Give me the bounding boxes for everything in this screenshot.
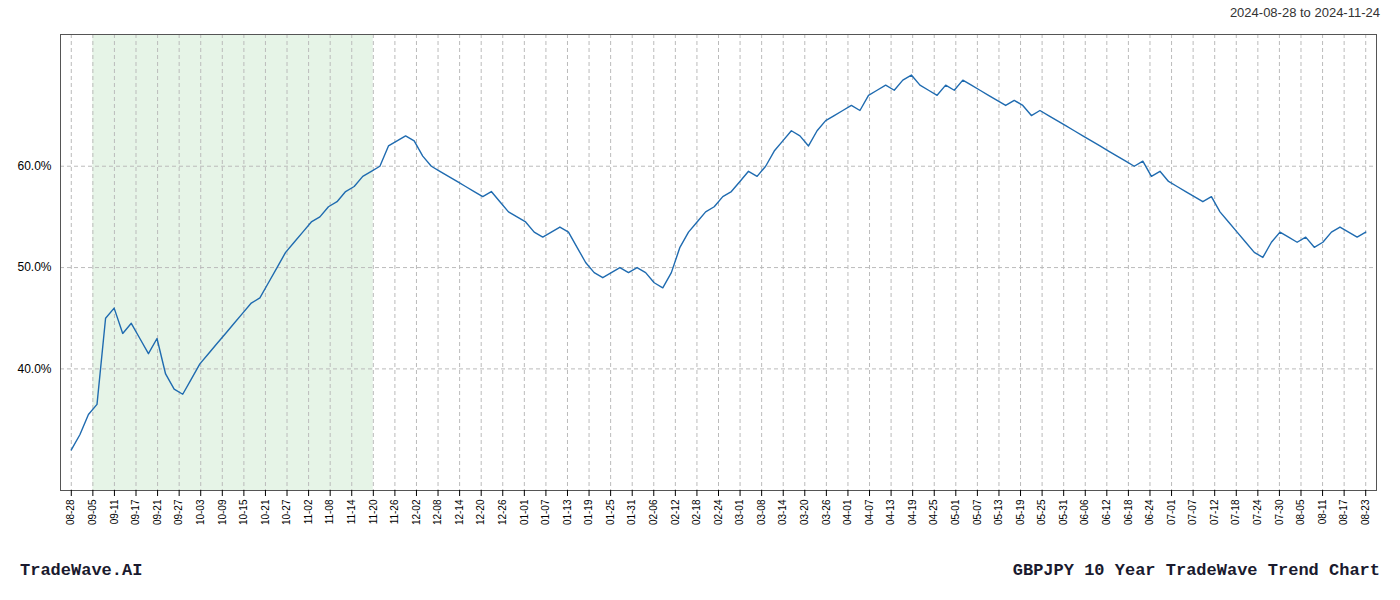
- svg-text:10-27: 10-27: [281, 499, 292, 525]
- svg-text:11-20: 11-20: [368, 499, 379, 524]
- svg-text:11-14: 11-14: [346, 499, 357, 524]
- svg-text:04-19: 04-19: [907, 499, 918, 525]
- svg-text:11-02: 11-02: [303, 499, 314, 524]
- svg-text:01-01: 01-01: [519, 499, 530, 525]
- svg-text:02-06: 02-06: [648, 499, 659, 525]
- svg-text:10-15: 10-15: [238, 499, 249, 525]
- svg-text:03-01: 03-01: [734, 499, 745, 525]
- svg-text:04-01: 04-01: [842, 499, 853, 525]
- svg-text:04-25: 04-25: [928, 499, 939, 525]
- html-text:GBPJPY 10 Year TradeWave Trend: GBPJPY 10 Year TradeWave Trend Chart: [1012, 560, 1380, 580]
- svg-text:05-25: 05-25: [1036, 499, 1047, 525]
- svg-text:02-18: 02-18: [691, 499, 702, 525]
- svg-text:07-07: 07-07: [1187, 499, 1198, 525]
- svg-text:09-05: 09-05: [87, 499, 98, 525]
- svg-text:07-01: 07-01: [1166, 499, 1177, 525]
- svg-text:08-05: 08-05: [1295, 499, 1306, 525]
- svg-text:01-31: 01-31: [626, 499, 637, 525]
- svg-text:07-30: 07-30: [1274, 499, 1285, 525]
- svg-text:01-25: 01-25: [605, 499, 616, 525]
- svg-text:12-02: 12-02: [411, 499, 422, 525]
- svg-text:12-20: 12-20: [475, 499, 486, 525]
- svg-text:04-07: 04-07: [864, 499, 875, 525]
- svg-text:10-09: 10-09: [217, 499, 228, 525]
- svg-text:08-23: 08-23: [1360, 499, 1371, 525]
- svg-text:07-18: 07-18: [1230, 499, 1241, 525]
- svg-text:06-18: 06-18: [1123, 499, 1134, 525]
- svg-text:05-07: 05-07: [972, 499, 983, 525]
- svg-text:01-19: 01-19: [583, 499, 594, 525]
- svg-text:05-31: 05-31: [1058, 499, 1069, 525]
- svg-text:03-14: 03-14: [777, 499, 788, 525]
- svg-text:08-28: 08-28: [65, 499, 76, 525]
- svg-text:11-08: 11-08: [324, 499, 335, 524]
- svg-text:09-21: 09-21: [152, 499, 163, 525]
- svg-text:11-26: 11-26: [389, 499, 400, 524]
- svg-text:08-11: 08-11: [1317, 499, 1328, 524]
- svg-text:07-24: 07-24: [1252, 499, 1263, 525]
- svg-text:60.0%: 60.0%: [17, 159, 51, 173]
- svg-text:02-24: 02-24: [713, 499, 724, 525]
- svg-text:01-13: 01-13: [562, 499, 573, 525]
- svg-text:03-20: 03-20: [799, 499, 810, 525]
- svg-text:06-24: 06-24: [1144, 499, 1155, 525]
- svg-text:04-13: 04-13: [885, 499, 896, 525]
- svg-text:07-12: 07-12: [1209, 499, 1220, 525]
- svg-text:50.0%: 50.0%: [17, 260, 51, 274]
- svg-text:09-27: 09-27: [173, 499, 184, 525]
- svg-text:05-01: 05-01: [950, 499, 961, 525]
- svg-text:06-06: 06-06: [1079, 499, 1090, 525]
- svg-text:05-13: 05-13: [993, 499, 1004, 525]
- svg-text:09-17: 09-17: [130, 499, 141, 525]
- svg-text:08-17: 08-17: [1338, 499, 1349, 525]
- svg-text:05-19: 05-19: [1015, 499, 1026, 525]
- svg-text:12-14: 12-14: [454, 499, 465, 525]
- svg-text:06-12: 06-12: [1101, 499, 1112, 525]
- svg-text:12-08: 12-08: [432, 499, 443, 525]
- html-text:TradeWave.AI: TradeWave.AI: [20, 560, 143, 580]
- svg-text:03-26: 03-26: [821, 499, 832, 525]
- svg-text:10-21: 10-21: [260, 499, 271, 525]
- svg-text:12-26: 12-26: [497, 499, 508, 525]
- svg-text:02-12: 02-12: [670, 499, 681, 525]
- svg-text:01-07: 01-07: [540, 499, 551, 525]
- svg-text:10-03: 10-03: [195, 499, 206, 525]
- svg-text:03-08: 03-08: [756, 499, 767, 525]
- html-text:2024-08-28 to 2024-11-24: 2024-08-28 to 2024-11-24: [1229, 4, 1380, 20]
- svg-text:40.0%: 40.0%: [17, 362, 51, 376]
- svg-text:09-11: 09-11: [109, 499, 120, 524]
